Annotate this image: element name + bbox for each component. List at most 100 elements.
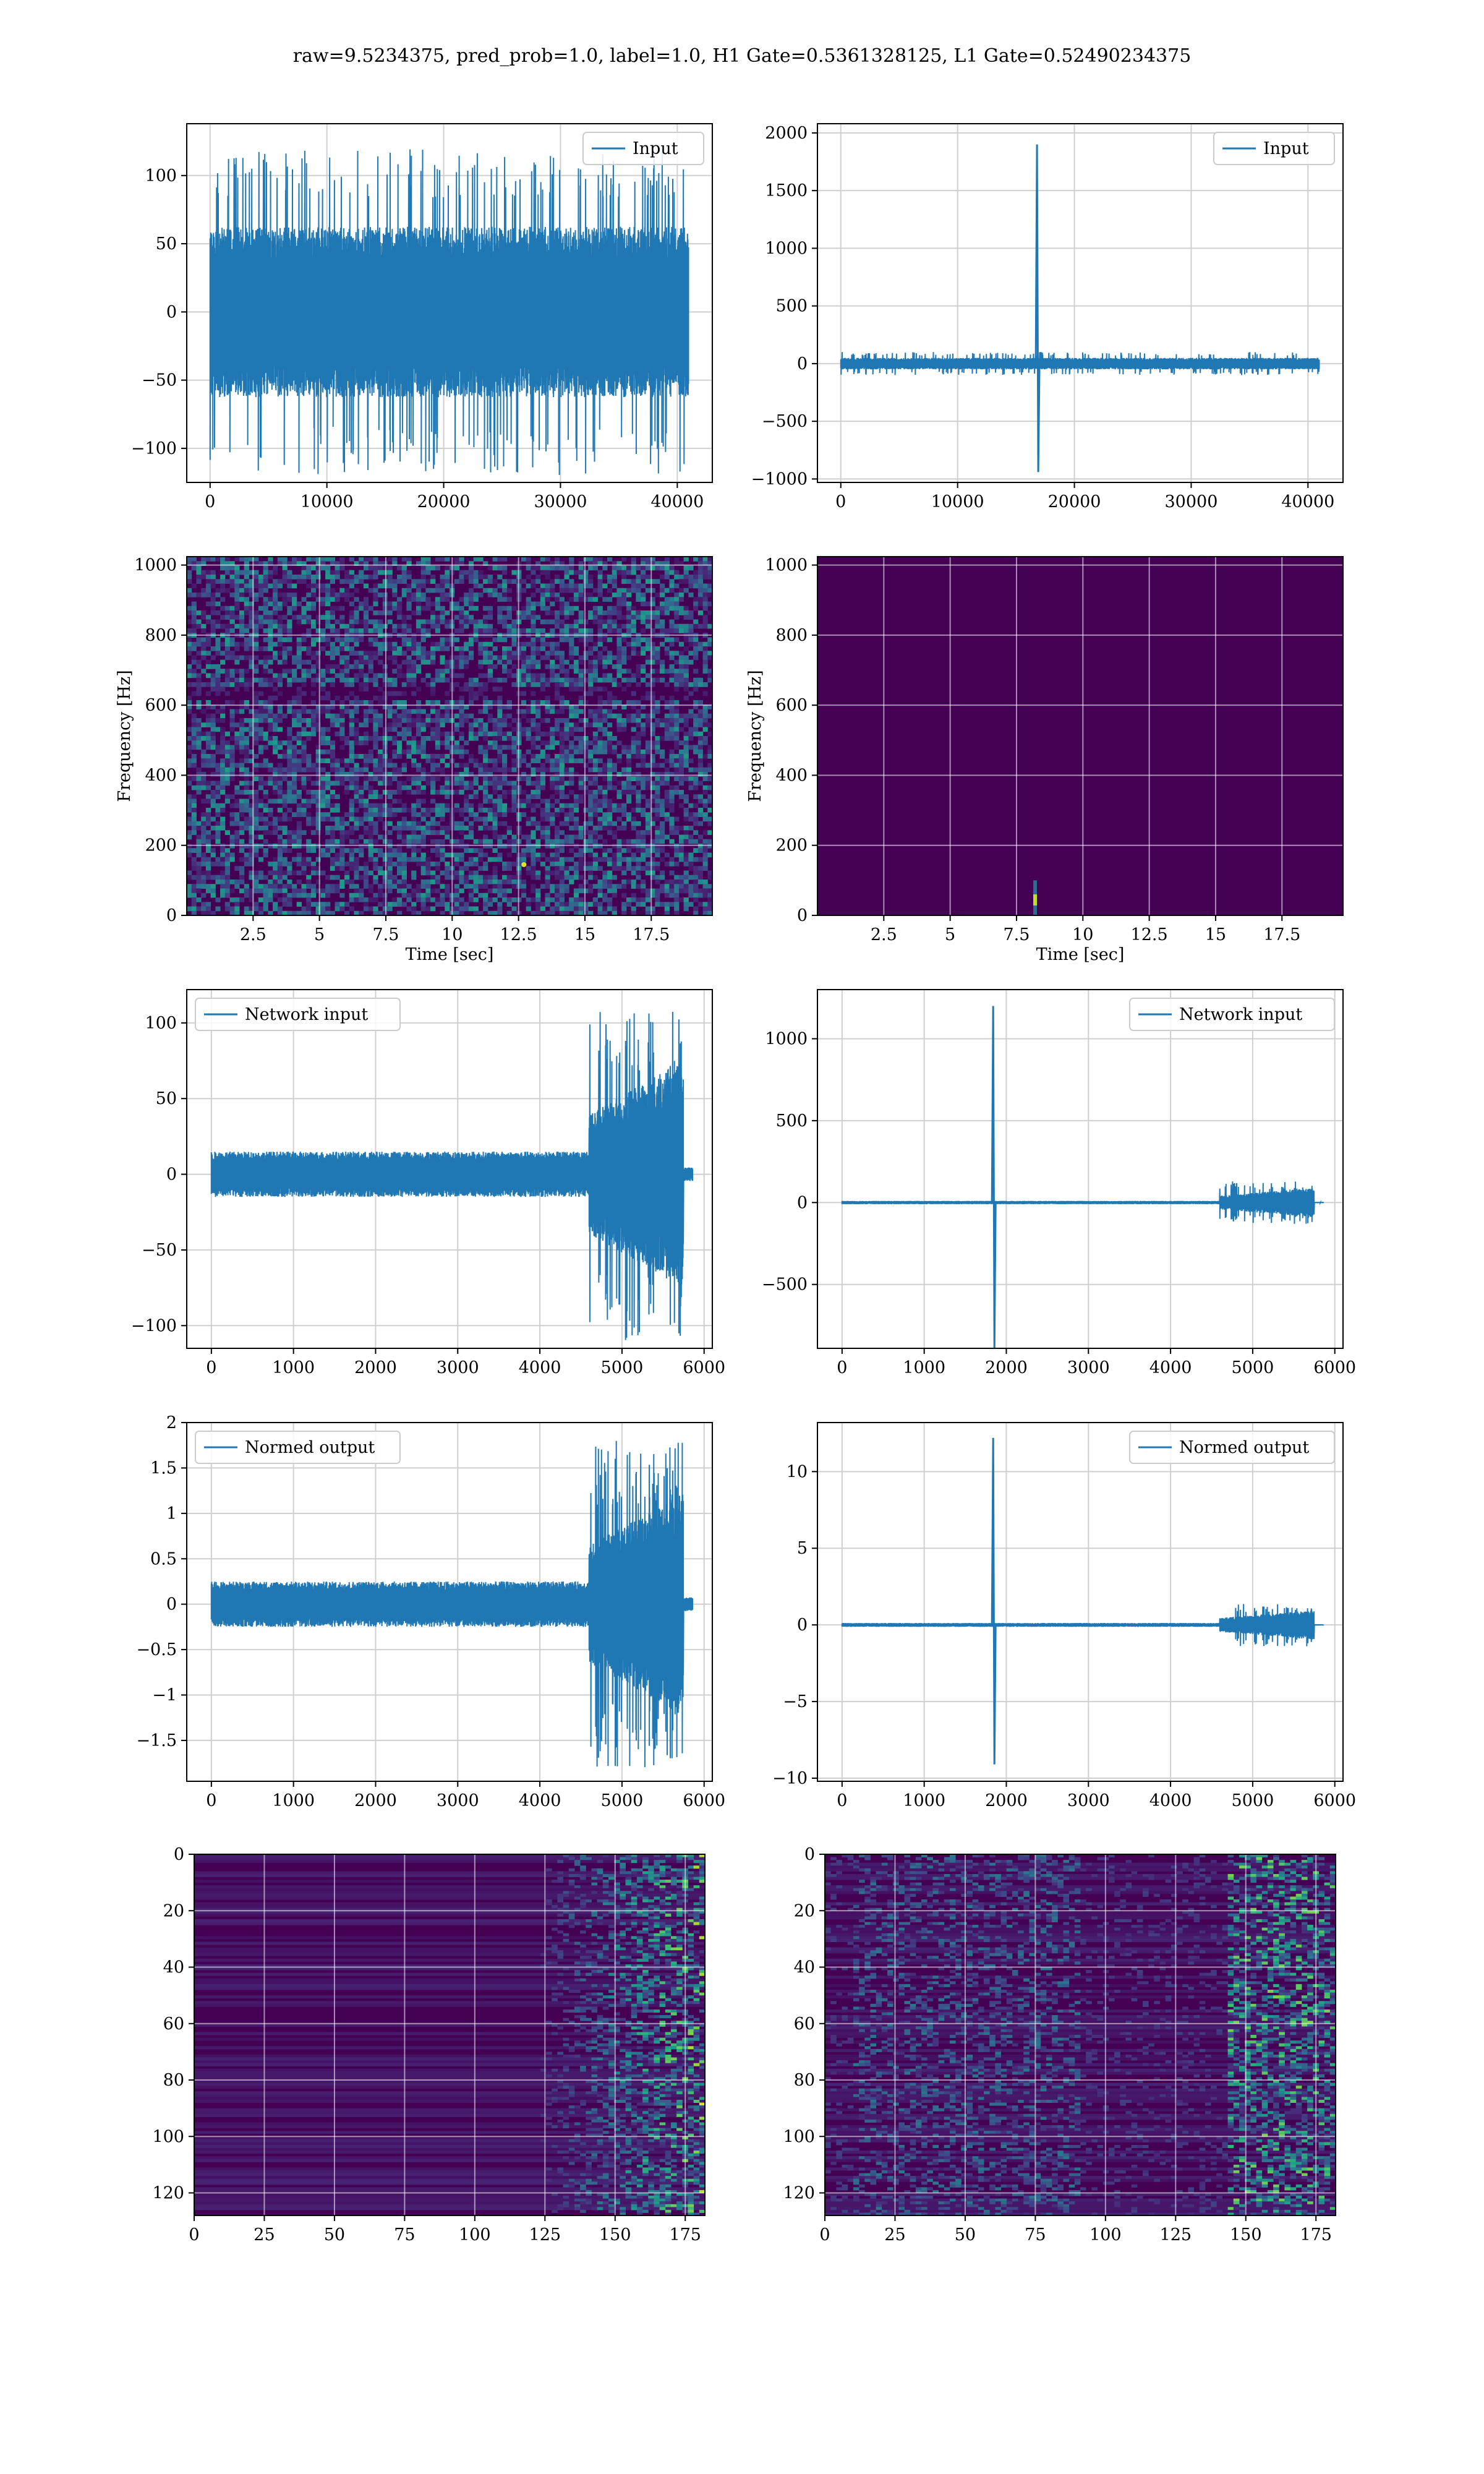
figure-suptitle: raw=9.5234375, pred_prob=1.0, label=1.0,… bbox=[293, 45, 1192, 67]
l1-normed-output-spike bbox=[991, 1437, 997, 1765]
h1-feature-map-grid bbox=[194, 1854, 705, 2215]
h1-spectrogram-panel: 2.5 5 7.5 10 12.5 15 17.5 0 200 400 600 800 1000 Time… bbox=[115, 556, 713, 964]
h1-normed-output-ytick-label: 2 bbox=[166, 1413, 177, 1432]
h1-network-input-ytick-label: 50 bbox=[156, 1089, 177, 1108]
l1-feature-map-xtick-label: 125 bbox=[1160, 2225, 1192, 2245]
h1-spectrogram-ytick-label: 400 bbox=[145, 766, 177, 785]
l1-normed-output-series-line bbox=[841, 1604, 1324, 1646]
h1-input-xtick-label: 20000 bbox=[417, 492, 471, 511]
h1-input-xtick-label: 30000 bbox=[534, 492, 587, 511]
l1-input-ytick-label: 0 bbox=[797, 354, 808, 374]
l1-network-input-xtick-label: 2000 bbox=[985, 1358, 1028, 1377]
h1-input-ytick-label: −100 bbox=[131, 439, 177, 458]
h1-feature-map-xtick-label: 150 bbox=[599, 2225, 631, 2245]
h1-normed-output-ticks: 0 1000 2000 3000 4000 5000 6000 −1.5 −1 −0.5 0 0.5 1… bbox=[136, 1413, 725, 1810]
h1-normed-output-ytick-label: 1 bbox=[166, 1504, 177, 1523]
l1-network-input-plot-area bbox=[817, 990, 1343, 1348]
l1-network-input-ytick-label: 1000 bbox=[765, 1029, 808, 1048]
l1-input-xtick-label: 20000 bbox=[1048, 492, 1101, 511]
h1-input-legend-label: Input bbox=[633, 139, 678, 158]
h1-network-input-plot-area bbox=[187, 990, 712, 1348]
l1-network-input-legend: Network input bbox=[1129, 998, 1335, 1031]
l1-input-legend-label: Input bbox=[1263, 139, 1309, 158]
l1-feature-map-cells bbox=[825, 1854, 1336, 2215]
l1-spectrogram-xtick-label: 15 bbox=[1205, 925, 1226, 944]
l1-spectrogram-ytick-label: 600 bbox=[775, 696, 808, 715]
l1-spectrogram-xtick-label: 5 bbox=[945, 925, 955, 944]
l1-input-ytick-label: 1000 bbox=[765, 239, 808, 258]
h1-spectrogram-xlabel: Time [sec] bbox=[406, 945, 494, 964]
l1-network-input-ytick-label: 0 bbox=[797, 1193, 808, 1212]
l1-normed-output-xtick-label: 1000 bbox=[903, 1791, 945, 1810]
l1-network-input-ytick-label: 500 bbox=[775, 1111, 808, 1131]
h1-spectrogram-xtick-label: 12.5 bbox=[500, 925, 537, 944]
h1-network-input-legend-label: Network input bbox=[245, 1005, 368, 1024]
l1-spectrogram-frame bbox=[817, 556, 1344, 916]
h1-spectrogram-grid bbox=[187, 557, 712, 915]
l1-input-panel: 0 10000 20000 30000 40000 −1000 −500 0 500 1000 15… bbox=[751, 123, 1344, 511]
h1-spectrogram-xtick-label: 5 bbox=[314, 925, 325, 944]
h1-input-series-line bbox=[209, 149, 689, 475]
l1-feature-map-ytick-label: 80 bbox=[794, 2071, 815, 2090]
l1-input-xtick-label: 0 bbox=[835, 492, 846, 511]
l1-network-input-ticks: 0 1000 2000 3000 4000 5000 6000 −500 0 500 1000 bbox=[762, 1029, 1356, 1377]
l1-normed-output-frame bbox=[817, 1422, 1344, 1782]
h1-input-panel: 0 10000 20000 30000 40000 −100 −50 0 50 100 Input bbox=[131, 123, 713, 511]
l1-normed-output-plot-area bbox=[817, 1423, 1343, 1781]
h1-feature-map-xtick-label: 25 bbox=[254, 2225, 275, 2245]
l1-spectrogram-ytick-label: 400 bbox=[775, 766, 808, 785]
l1-feature-map-xtick-label: 25 bbox=[884, 2225, 905, 2245]
h1-spectrogram-xtick-label: 2.5 bbox=[240, 925, 267, 944]
h1-network-input-xtick-label: 6000 bbox=[683, 1358, 725, 1377]
h1-input-ticks: 0 10000 20000 30000 40000 −100 −50 0 50 100 bbox=[131, 166, 704, 511]
l1-spectrogram-panel: 2.5 5 7.5 10 12.5 15 17.5 0 200 400 600 800 1000 Time… bbox=[746, 556, 1344, 964]
h1-spectrogram-xtick-label: 17.5 bbox=[633, 925, 670, 944]
h1-input-legend: Input bbox=[582, 132, 704, 165]
h1-input-xtick-label: 10000 bbox=[301, 492, 354, 511]
l1-feature-map-plot-area bbox=[825, 1854, 1336, 2215]
l1-feature-map-xtick-label: 100 bbox=[1090, 2225, 1122, 2245]
l1-network-input-xtick-label: 1000 bbox=[903, 1358, 945, 1377]
h1-network-input-ytick-label: −50 bbox=[142, 1241, 177, 1260]
l1-network-input-xtick-label: 4000 bbox=[1149, 1358, 1192, 1377]
h1-normed-output-xtick-label: 1000 bbox=[272, 1791, 315, 1810]
l1-input-grid bbox=[817, 124, 1343, 482]
l1-normed-output-xtick-label: 6000 bbox=[1313, 1791, 1356, 1810]
l1-input-plot-area bbox=[817, 124, 1343, 482]
h1-normed-output-plot-area bbox=[187, 1423, 712, 1781]
h1-input-xtick-label: 40000 bbox=[650, 492, 704, 511]
h1-feature-map-ticks: 0 25 50 75 100 125 150 175 0 20 40 60 80 100 120 bbox=[152, 1845, 701, 2245]
l1-normed-output-xtick-label: 5000 bbox=[1232, 1791, 1274, 1810]
l1-spectrogram-xtick-label: 10 bbox=[1072, 925, 1093, 944]
l1-feature-map-xtick-label: 50 bbox=[955, 2225, 976, 2245]
h1-spectrogram-frame bbox=[186, 556, 713, 916]
h1-feature-map-cells bbox=[194, 1854, 705, 2215]
l1-feature-map-xtick-label: 175 bbox=[1300, 2225, 1332, 2245]
h1-network-input-xtick-label: 3000 bbox=[437, 1358, 479, 1377]
l1-feature-map-grid bbox=[825, 1854, 1336, 2215]
l1-input-xtick-label: 40000 bbox=[1281, 492, 1334, 511]
h1-network-input-ticks: 0 1000 2000 3000 4000 5000 6000 −100 −50 0 50 100 bbox=[131, 1014, 725, 1377]
h1-input-xtick-label: 0 bbox=[205, 492, 215, 511]
h1-feature-map-ytick-label: 60 bbox=[163, 2014, 184, 2034]
l1-network-input-legend-label: Network input bbox=[1179, 1005, 1302, 1024]
l1-input-ticks: 0 10000 20000 30000 40000 −1000 −500 0 500 1000 15… bbox=[751, 124, 1335, 511]
l1-normed-output-ytick-label: −10 bbox=[772, 1769, 808, 1788]
h1-normed-output-xtick-label: 4000 bbox=[519, 1791, 561, 1810]
l1-spectrogram-xtick-label: 2.5 bbox=[871, 925, 897, 944]
h1-normed-output-ytick-label: −1 bbox=[152, 1686, 177, 1705]
h1-spectrogram-ylabel: Frequency [Hz] bbox=[115, 670, 134, 802]
h1-normed-output-legend-label: Normed output bbox=[245, 1438, 375, 1457]
h1-network-input-panel: 0 1000 2000 3000 4000 5000 6000 −100 −50 0 50 100 Ne… bbox=[131, 989, 725, 1377]
h1-network-input-ytick-label: 0 bbox=[166, 1165, 177, 1184]
l1-normed-output-legend: Normed output bbox=[1129, 1431, 1335, 1464]
h1-feature-map-xtick-label: 175 bbox=[669, 2225, 701, 2245]
h1-network-input-ytick-label: 100 bbox=[145, 1014, 177, 1033]
h1-normed-output-xtick-label: 6000 bbox=[683, 1791, 725, 1810]
h1-feature-map-ytick-label: 100 bbox=[152, 2127, 184, 2146]
h1-network-input-series-line bbox=[210, 1011, 694, 1340]
h1-network-input-xtick-label: 4000 bbox=[519, 1358, 561, 1377]
l1-normed-output-ticks: 0 1000 2000 3000 4000 5000 6000 −10 −5 0 5 10 bbox=[772, 1462, 1356, 1810]
l1-normed-output-ytick-label: −5 bbox=[783, 1692, 808, 1711]
l1-input-ytick-label: 1500 bbox=[765, 181, 808, 200]
